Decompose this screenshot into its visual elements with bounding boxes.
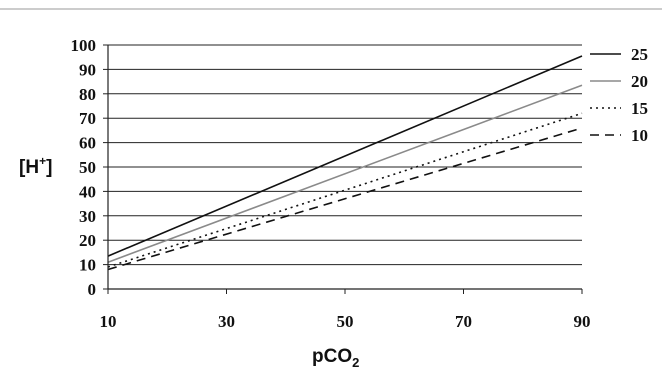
y-tick-label: 100 bbox=[71, 36, 97, 55]
y-tick-labels: 0 10 20 30 40 50 60 70 80 90 100 bbox=[71, 36, 97, 299]
x-axis-title: pCO2 bbox=[312, 346, 359, 370]
x-tick-label: 30 bbox=[218, 312, 235, 331]
y-tick-label: 50 bbox=[79, 158, 96, 177]
y-tick-label: 90 bbox=[79, 60, 96, 79]
legend-label-15: 15 bbox=[631, 99, 648, 118]
legend-label-10: 10 bbox=[631, 126, 648, 145]
y-axis-title: [H+] bbox=[19, 154, 52, 178]
series-line-25 bbox=[107, 55, 583, 257]
gridlines bbox=[103, 44, 582, 290]
x-tick-label: 10 bbox=[100, 312, 117, 331]
x-tick-label: 50 bbox=[337, 312, 354, 331]
y-tick-label: 20 bbox=[79, 231, 96, 250]
axes bbox=[107, 45, 583, 294]
y-tick-label: 40 bbox=[79, 182, 96, 201]
y-tick-label: 0 bbox=[88, 280, 97, 299]
x-tick-label: 70 bbox=[455, 312, 472, 331]
y-tick-label: 70 bbox=[79, 109, 96, 128]
series-line-20 bbox=[107, 84, 583, 263]
y-tick-label: 60 bbox=[79, 134, 96, 153]
series-line-10 bbox=[107, 127, 583, 271]
y-tick-label: 30 bbox=[79, 207, 96, 226]
x-tick-labels: 10 30 50 70 90 bbox=[100, 312, 591, 331]
series-lines bbox=[107, 55, 583, 271]
legend: 25 20 15 10 bbox=[590, 45, 648, 145]
y-tick-label: 10 bbox=[79, 256, 96, 275]
legend-label-25: 25 bbox=[631, 45, 648, 64]
x-tick-label: 90 bbox=[574, 312, 591, 331]
y-tick-label: 80 bbox=[79, 85, 96, 104]
legend-label-20: 20 bbox=[631, 72, 648, 91]
series-line-15 bbox=[107, 112, 583, 268]
